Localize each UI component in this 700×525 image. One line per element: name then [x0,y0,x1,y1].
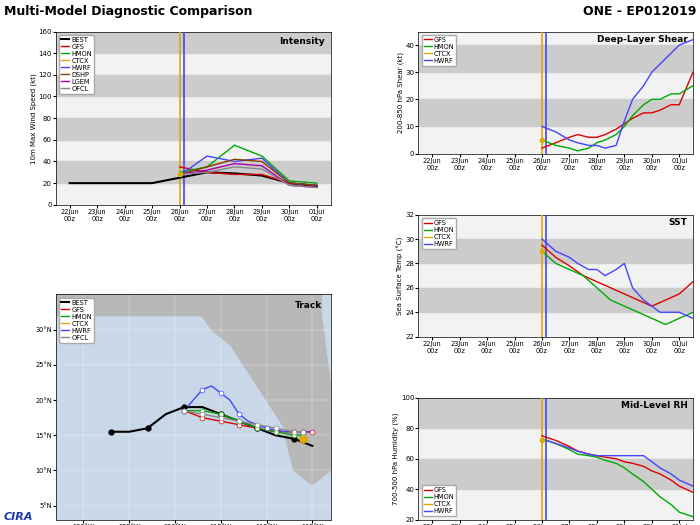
Bar [419,239,693,264]
Legend: BEST, GFS, HMON, CTCX, HWRF, DSHP, LGEM, OFCL: BEST, GFS, HMON, CTCX, HWRF, DSHP, LGEM,… [60,35,94,94]
Text: Multi-Model Diagnostic Comparison: Multi-Model Diagnostic Comparison [4,5,252,18]
Bar [56,75,330,97]
Bar [419,99,693,127]
Legend: BEST, GFS, HMON, CTCX, HWRF, OFCL: BEST, GFS, HMON, CTCX, HWRF, OFCL [60,298,94,343]
Text: Track: Track [295,301,322,310]
Y-axis label: Sea Surface Temp (°C): Sea Surface Temp (°C) [397,236,404,315]
Polygon shape [56,295,321,319]
Polygon shape [285,414,330,485]
Text: ONE - EP012019: ONE - EP012019 [583,5,696,18]
Text: SST: SST [668,218,687,227]
Text: Mid-Level RH: Mid-Level RH [621,401,687,411]
Y-axis label: 10m Max Wind Speed (kt): 10m Max Wind Speed (kt) [30,73,37,163]
Bar [56,118,330,140]
Bar [56,162,330,183]
Text: Intensity: Intensity [279,37,325,46]
Legend: GFS, HMON, CTCX, HWRF: GFS, HMON, CTCX, HWRF [422,35,456,66]
Bar [419,288,693,312]
Bar [419,398,693,428]
Text: CIRA: CIRA [4,512,33,522]
Legend: GFS, HMON, CTCX, HWRF: GFS, HMON, CTCX, HWRF [422,486,456,517]
Bar [56,32,330,53]
Polygon shape [202,316,276,386]
Text: Deep-Layer Shear: Deep-Layer Shear [596,35,687,44]
Bar [419,459,693,489]
Polygon shape [202,316,330,435]
Y-axis label: 200-850 hPa Shear (kt): 200-850 hPa Shear (kt) [398,52,404,133]
Bar [419,45,693,72]
Y-axis label: 700-500 hPa Humidity (%): 700-500 hPa Humidity (%) [393,413,400,505]
Legend: GFS, HMON, CTCX, HWRF: GFS, HMON, CTCX, HWRF [422,218,456,249]
